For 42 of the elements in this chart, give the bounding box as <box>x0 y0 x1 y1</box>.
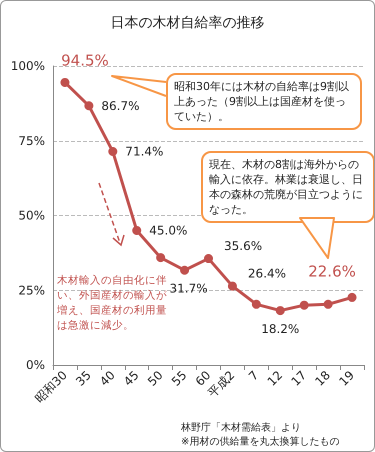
point <box>132 226 142 235</box>
point <box>204 254 213 264</box>
point <box>156 253 166 262</box>
chart-title: 日本の木材自給率の推移 <box>110 15 264 31</box>
point <box>252 300 261 309</box>
y-tick-label: 100% <box>10 59 45 73</box>
point <box>108 147 118 156</box>
point <box>84 101 94 110</box>
x-tick-label: 45 <box>121 368 142 389</box>
data-label: 31.7% <box>170 282 208 296</box>
annotation: 現在、木材の8割は海外からの輸入に依存。林業は衰退し、日本の森林の荒廃が目立つようになった。 <box>209 158 363 216</box>
data-label: 22.6% <box>308 262 356 280</box>
y-tick-label: 25% <box>18 283 45 298</box>
point <box>180 266 190 275</box>
annotation: 木材輸入の自由化に伴い、外国産材の輸入が増え、国産材の利用量は急激に減少。 <box>56 274 168 332</box>
y-tick-label: 50% <box>18 208 45 222</box>
data-label: 35.6% <box>224 239 262 254</box>
data-label: 45.0% <box>149 223 188 238</box>
y-tick-label: 75% <box>18 134 45 148</box>
x-tick-label: 50 <box>144 368 166 389</box>
data-label: 18.2% <box>261 322 300 336</box>
x-tick-label: 18 <box>312 368 334 389</box>
text: 林野庁「木材需給表」より <box>180 422 301 434</box>
data-label: 94.5% <box>61 51 109 70</box>
x-tick-label: 7 <box>246 368 262 384</box>
x-tick-label: 12 <box>264 368 286 389</box>
point <box>300 300 309 310</box>
x-tick-label: 35 <box>73 368 94 389</box>
text: ※用材の供給量を丸太換算したもの <box>181 436 340 448</box>
x-tick-label: 55 <box>168 368 190 389</box>
annotation: 昭和30年には木材の自給率は9割以上あった（9割以上は国産材を使っていた）。 <box>174 80 349 123</box>
x-tick-label: 17 <box>288 368 310 389</box>
x-tick-label: 19 <box>336 368 357 389</box>
data-label: 26.4% <box>248 266 286 281</box>
point <box>324 300 333 309</box>
point <box>348 292 357 302</box>
point <box>276 306 285 316</box>
data-label: 71.4% <box>125 144 164 159</box>
point <box>60 78 70 87</box>
point <box>228 282 237 291</box>
data-label: 86.7% <box>101 98 140 113</box>
x-tick-label: 40 <box>97 368 118 389</box>
